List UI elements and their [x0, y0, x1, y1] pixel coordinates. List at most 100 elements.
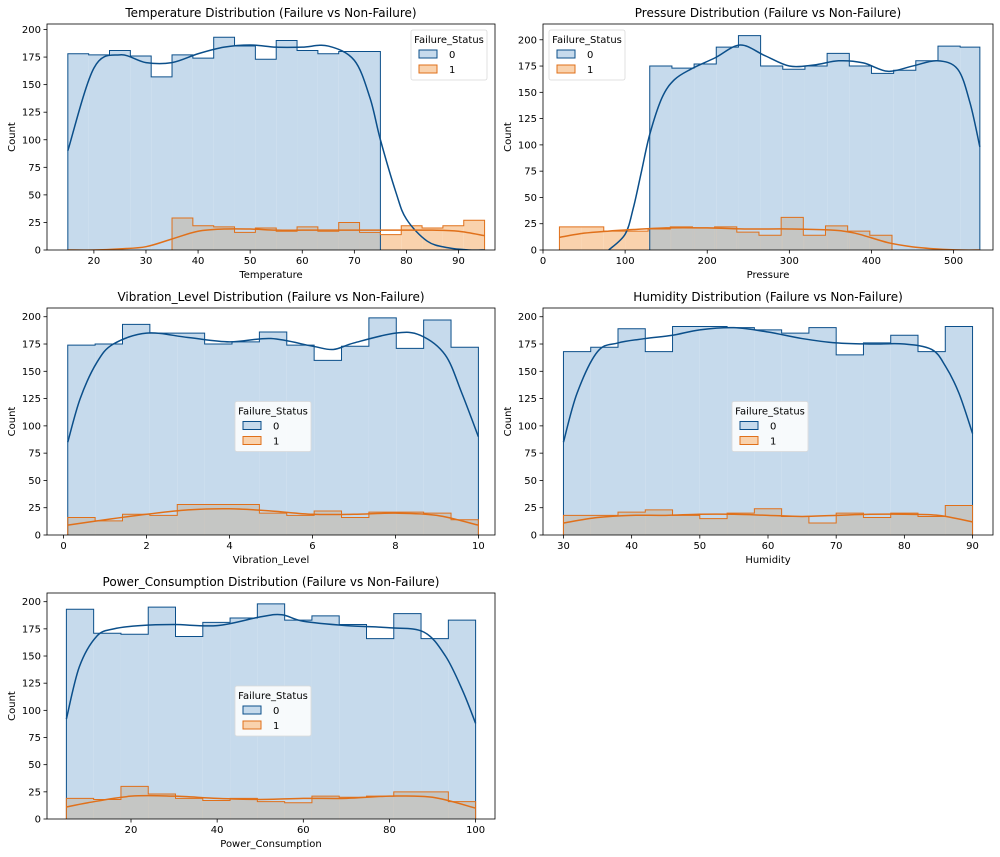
overlap-bar-11 [368, 512, 397, 535]
legend-swatch-status-0 [739, 421, 759, 430]
y-tick-label: 150 [518, 88, 537, 99]
bar-status-0-1 [88, 54, 110, 250]
series-0-bars [649, 35, 980, 250]
y-tick-label: 150 [518, 367, 537, 378]
bar-status-0-6 [782, 69, 805, 250]
y-tick-label: 125 [22, 394, 41, 405]
y-axis-label: Count [503, 122, 514, 152]
plot-area [67, 36, 486, 250]
bar-status-0-4 [175, 636, 203, 819]
bar-status-0-13 [423, 320, 452, 535]
bar-status-0-10 [339, 624, 367, 819]
overlap-bar-8 [781, 516, 809, 535]
overlap-bar-14 [869, 235, 872, 250]
overlap-bar-4 [175, 798, 203, 819]
bar-status-0-9 [255, 59, 277, 250]
bar-status-0-1 [590, 347, 618, 535]
chart-title: Power_Consumption Distribution (Failure … [103, 575, 440, 589]
chart-title: Humidity Distribution (Failure vs Non-Fa… [633, 290, 903, 304]
overlap-bar-2 [618, 512, 646, 535]
bar-status-0-13 [937, 46, 961, 250]
legend: Failure_Status 0 1 [234, 685, 312, 737]
bar-status-0-0 [649, 66, 672, 250]
x-tick-label: 0 [540, 256, 546, 267]
plot-area [65, 603, 477, 819]
bar-status-0-2 [122, 324, 150, 535]
bar-status-0-3 [645, 351, 673, 535]
bar-status-0-3 [149, 333, 178, 535]
overlap-bars [67, 504, 479, 535]
x-tick-label: 30 [140, 256, 153, 267]
bar-status-0-9 [849, 66, 872, 250]
overlap-bar-8 [736, 232, 739, 250]
overlap-bar-3 [234, 232, 256, 250]
overlap-bars [563, 505, 973, 535]
y-tick-label: 125 [518, 114, 537, 125]
legend-title: Failure_Status [238, 407, 308, 418]
overlap-bar-3 [645, 509, 673, 535]
overlap-bar-12 [396, 512, 424, 535]
overlap-bar-9 [311, 796, 340, 819]
bar-status-0-13 [338, 51, 360, 250]
legend-title: Failure_Status [735, 407, 805, 418]
overlap-bar-10 [781, 217, 783, 250]
y-tick-label: 50 [524, 476, 537, 487]
overlap-bar-7 [714, 226, 717, 250]
series-0-bars [67, 37, 381, 250]
overlap-bar-7 [317, 231, 339, 250]
bar-status-0-3 [130, 55, 152, 250]
bar-status-0-1 [93, 633, 121, 819]
overlap-bar-6 [694, 227, 715, 250]
bar-status-0-0 [67, 345, 96, 535]
x-tick-label: 90 [966, 541, 979, 552]
series-0-kde-line [67, 44, 485, 250]
series-0-kde-line [608, 44, 981, 250]
y-tick-label: 125 [22, 108, 41, 119]
x-tick-label: 70 [348, 256, 361, 267]
legend-label: 0 [770, 422, 776, 433]
x-tick-label: 40 [192, 256, 205, 267]
overlap-bar-3 [148, 794, 176, 819]
legend-label: 1 [449, 65, 455, 76]
series-1-kde-line [67, 508, 479, 526]
overlap-bar-12 [890, 513, 918, 535]
x-tick-label: 60 [762, 541, 775, 552]
x-axis-label: Vibration_Level [233, 555, 310, 566]
bar-status-0-10 [341, 346, 369, 535]
series-0-kde-line [65, 613, 477, 724]
overlap-bar-10 [341, 517, 369, 535]
y-tick-label: 0 [35, 531, 41, 542]
x-axis-label: Humidity [745, 555, 790, 566]
y-tick-label: 75 [28, 733, 41, 744]
overlap-bar-13 [918, 516, 946, 535]
overlap-bar-8 [738, 232, 759, 250]
overlap-bar-9 [808, 522, 837, 535]
y-axis-label: Count [7, 407, 18, 437]
overlap-bar-7 [259, 513, 287, 535]
bar-status-0-1 [671, 68, 695, 250]
bar-status-0-3 [148, 607, 176, 819]
y-tick-label: 200 [22, 597, 41, 608]
y-tick-label: 50 [28, 760, 41, 771]
y-axis-label: Count [7, 691, 18, 721]
x-tick-label: 30 [557, 541, 570, 552]
legend-label: 0 [273, 422, 279, 433]
bar-status-0-9 [311, 615, 340, 819]
overlap-bar-11 [863, 517, 891, 535]
legend: Failure_Status 0 1 [731, 401, 809, 452]
series-1-step-outline [562, 505, 974, 535]
bar-status-0-12 [890, 335, 918, 535]
bar-status-0-11 [863, 342, 891, 535]
chart-power-consumption: 20 40 60 80 100 0 25 50 75 100 125 150 175 200 Power_C… [7, 575, 496, 850]
bar-status-0-12 [915, 60, 938, 250]
y-tick-label: 25 [524, 219, 537, 230]
y-tick-label: 150 [22, 367, 41, 378]
legend-swatch-status-0 [556, 49, 576, 59]
chart-title: Vibration_Level Distribution (Failure vs… [117, 290, 424, 304]
overlap-bar-5 [670, 226, 672, 250]
overlap-bar-10 [836, 513, 864, 535]
x-axis-label: Temperature [238, 270, 302, 281]
bar-status-0-5 [172, 54, 193, 250]
bar-status-0-5 [760, 66, 783, 250]
series-0-step-outline [562, 326, 974, 535]
